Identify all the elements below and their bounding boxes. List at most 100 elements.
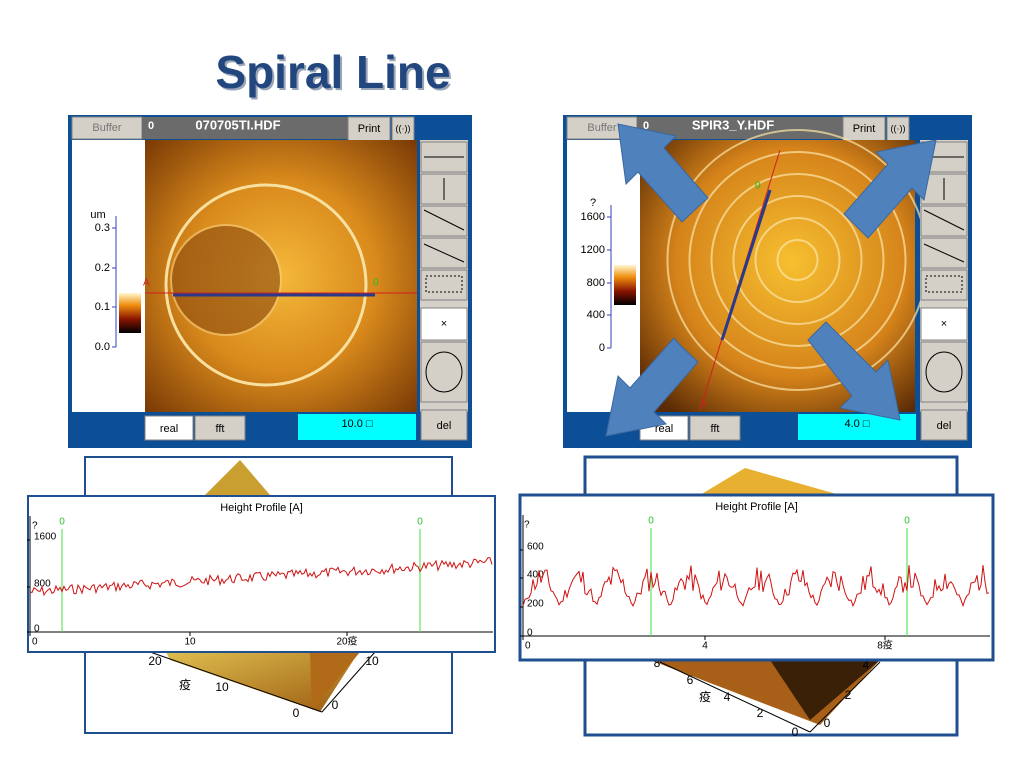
axis-label-3d: 4: [863, 658, 870, 672]
axis-label-3d: 20: [148, 654, 162, 668]
colorbar-tick-label: 0.3: [95, 222, 110, 234]
tool-icon: [425, 351, 463, 393]
axis-label-3d: 0: [792, 725, 799, 739]
tool-button[interactable]: [420, 307, 468, 341]
buffer-label: Buffer: [92, 122, 121, 134]
buffer-label: Buffer: [587, 122, 616, 134]
profile-title: Height Profile [A]: [715, 501, 798, 513]
print-button[interactable]: [347, 116, 391, 142]
axis-label-3d: 0: [824, 716, 831, 730]
colorbar-unit: ?: [590, 197, 596, 209]
tool-x: ×: [941, 318, 947, 330]
sound-label: ((·)): [396, 123, 411, 133]
cursor-label: 0: [904, 516, 910, 527]
del-button[interactable]: [920, 409, 968, 441]
cursor-label: 0: [648, 516, 654, 527]
tool-button[interactable]: [920, 205, 968, 237]
x-tick-label: 8疫: [877, 639, 893, 652]
right-height-profile: Height Profile [A]? 600 400 200 0 0 4 8疫 0 0: [518, 493, 995, 662]
tool-button[interactable]: [420, 341, 468, 403]
ring: [776, 239, 819, 281]
file-name: SPIR3_Y.HDF: [692, 117, 774, 132]
scale-label: 10.0 □: [341, 418, 372, 430]
cursor-label: 0: [417, 517, 423, 528]
slide-title: Spiral Line: [215, 46, 450, 98]
ring: [732, 195, 863, 325]
axis-label-3d: 0: [332, 698, 339, 712]
colorbar-tick-label: 1600: [581, 211, 605, 223]
y-unit: ?: [524, 520, 530, 531]
real-label: real: [655, 423, 673, 435]
profile-frame: [518, 493, 995, 662]
tool-icon: [423, 209, 465, 231]
axis-label-3d: 6: [687, 673, 694, 687]
fft-label: fft: [216, 423, 225, 435]
marker-a: A: [143, 278, 150, 289]
colorbar-tick-label: 400: [587, 309, 605, 321]
axis-label-3d: 疫: [699, 689, 711, 704]
scale-box: [298, 414, 416, 440]
ring: [170, 224, 282, 336]
y-tick-label: 800: [34, 579, 51, 590]
tool-icon: [925, 351, 963, 393]
tool-icon: [425, 275, 463, 293]
del-label: del: [937, 420, 952, 432]
print-label: Print: [853, 123, 876, 135]
title-bar: [637, 117, 845, 139]
x-tick-label: 0: [525, 641, 531, 652]
del-button[interactable]: [420, 409, 468, 441]
axis-label-3d: 8: [654, 656, 661, 670]
marker-a: A: [700, 399, 707, 410]
y-unit: ?: [32, 521, 38, 532]
colorbar-tick-label: 0.0: [95, 341, 110, 353]
tool-icon: [925, 275, 963, 293]
sound-label: ((·)): [891, 123, 906, 133]
tool-button[interactable]: [920, 341, 968, 403]
tool-icon: [923, 209, 965, 231]
y-tick-label: 1600: [34, 532, 57, 543]
ring: [754, 217, 841, 303]
y-tick-label: 0: [527, 628, 533, 639]
x-tick-label: 4: [702, 641, 708, 652]
fft-button[interactable]: [194, 415, 246, 441]
x-tick-label: 20疫: [336, 635, 357, 648]
axis-label-3d: 疫: [179, 677, 191, 692]
profile-line: [29, 557, 493, 597]
axis-label-3d: 2: [757, 706, 764, 720]
tool-button[interactable]: [420, 205, 468, 237]
file-name: 070705TI.HDF: [195, 117, 280, 132]
y-tick-label: 200: [527, 599, 544, 610]
print-label: Print: [358, 123, 381, 135]
y-tick-label: 600: [527, 542, 544, 553]
fft-label: fft: [711, 423, 720, 435]
x-tick-label: 0: [32, 637, 38, 648]
fft-button[interactable]: [689, 415, 741, 441]
profile-segment: [720, 189, 772, 341]
colorbar-unit: um: [90, 209, 105, 221]
axis-label-3d: 10: [215, 680, 229, 694]
tool-button[interactable]: [420, 269, 468, 301]
y-tick-label: 400: [527, 570, 544, 581]
colorbar: [614, 265, 636, 305]
y-tick-label: 0: [34, 624, 40, 635]
real-button[interactable]: [144, 415, 194, 441]
colorbar-tick-label: 1200: [581, 244, 605, 256]
left-height-profile: Height Profile [A]?1600 800 0 0 10 20疫 0 0: [27, 495, 496, 653]
profile-line: [522, 565, 990, 608]
axis-label-3d: 0: [293, 706, 300, 720]
arrows: [605, 123, 937, 437]
left-afm-window: Buffer 0 070705TI.HDF Print ((·)) A 0 um0.3 0.2 0…: [68, 115, 472, 448]
colorbar-tick-label: 0.2: [95, 262, 110, 274]
buffer-index: 0: [643, 120, 649, 132]
left-panel: [72, 140, 145, 412]
colorbar: [119, 293, 141, 333]
real-label: real: [160, 423, 178, 435]
tool-button[interactable]: [920, 269, 968, 301]
colorbar-tick-label: 800: [587, 277, 605, 289]
tool-button[interactable]: [920, 307, 968, 341]
colorbar-tick-label: 0.1: [95, 301, 110, 313]
cursor-label: 0: [59, 517, 65, 528]
buffer-index: 0: [148, 120, 154, 132]
